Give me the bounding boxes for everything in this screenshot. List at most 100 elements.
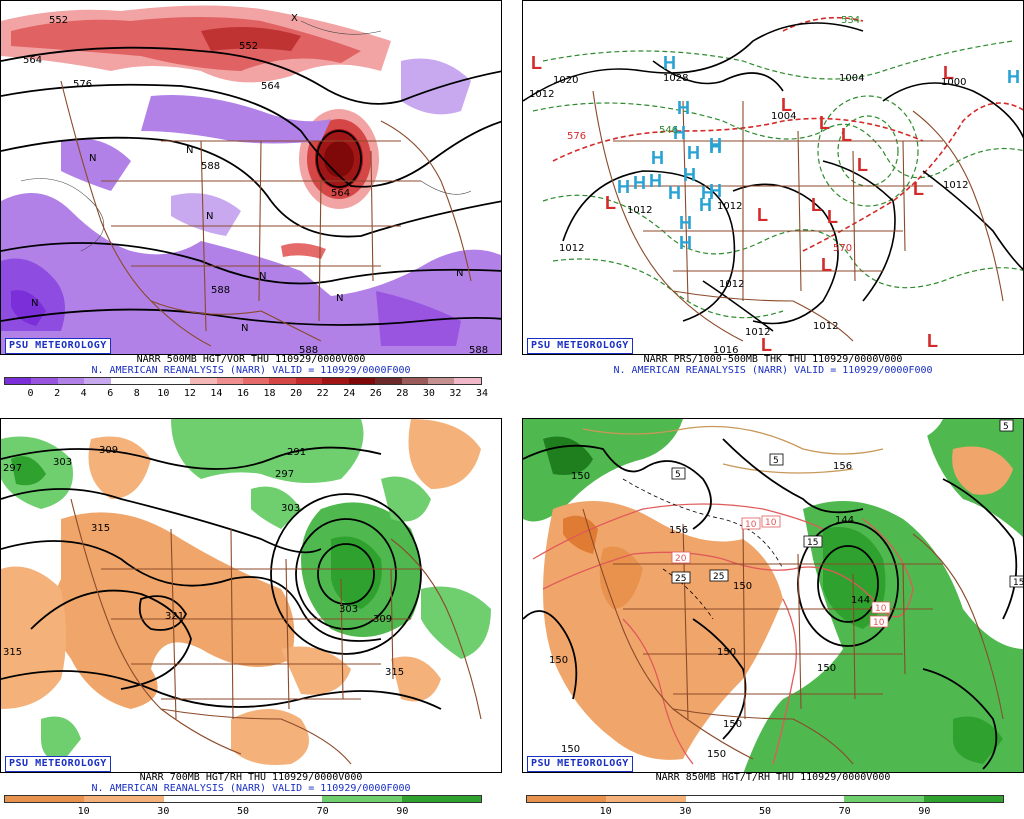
colorbar-swatch (606, 796, 686, 802)
isobar-label: 1012 (559, 243, 584, 254)
colorbar-tick-label: 18 (263, 388, 276, 399)
colorbar-tick-label: 30 (422, 388, 435, 399)
colorbar-swatch (242, 378, 270, 384)
isobar-label: 1012 (529, 89, 554, 100)
colorbar-swatch (685, 796, 765, 802)
colorbar-swatch (401, 796, 481, 802)
height-label: 150 (717, 647, 736, 658)
colorbar-tick-label: 2 (54, 388, 61, 399)
colorbar-tick-label: 0 (27, 388, 34, 399)
high-pressure-marker: H (709, 181, 722, 201)
isobar-label: 1012 (719, 279, 744, 290)
isotherm-label: 10 (765, 518, 777, 528)
chart-title-line2: N. AMERICAN REANALYSIS (NARR) VALID = 11… (613, 365, 933, 376)
isotherm-label: 10 (745, 520, 757, 530)
thickness-label: 534 (841, 15, 860, 26)
isobar-label: 1012 (717, 201, 742, 212)
high-pressure-marker: H (649, 171, 662, 191)
chart-title-line1: NARR 700MB HGT/RH THU 110929/0000V000 (139, 772, 363, 783)
colorbar-tick-label: 22 (316, 388, 329, 399)
low-pressure-marker: L (821, 255, 832, 275)
thickness-label: 576 (567, 131, 586, 142)
isotherm-label: 25 (713, 572, 724, 582)
vort-min-label: N (186, 145, 193, 156)
colorbar-swatch (57, 378, 85, 384)
colorbar-swatch (375, 378, 402, 384)
colorbar-tick-label: 34 (475, 388, 489, 399)
low-pressure-marker: L (531, 53, 542, 73)
vort-min-label: N (259, 271, 266, 282)
vort-min-label: N (31, 298, 38, 309)
high-pressure-marker: H (679, 213, 692, 233)
low-pressure-marker: L (761, 335, 772, 355)
isotherm-label-box (869, 615, 889, 628)
isotherm-label: 25 (675, 574, 686, 584)
height-label: 303 (339, 604, 358, 615)
high-pressure-marker: H (683, 165, 696, 185)
vorticity-colorbar-ticks: 0 2 4 6 8 10 12 14 16 18 20 22 24 26 28 30 32 34 (4, 388, 488, 400)
vort-min-label: N (456, 268, 463, 279)
mslp-map: H H H H H H H H H H H H H H H H H H (523, 15, 1023, 355)
height-label: 297 (3, 463, 22, 474)
isotherm-label: 5 (773, 456, 779, 466)
isobar-label: 1012 (943, 180, 968, 191)
height-label: 150 (561, 744, 580, 755)
isobar-label: 1012 (745, 327, 770, 338)
colorbar-swatch (163, 796, 243, 802)
low-pressure-marker: L (943, 63, 954, 83)
isotherm-label: 15 (1013, 578, 1024, 588)
height-label: 291 (287, 447, 306, 458)
height-label: 309 (373, 614, 392, 625)
chart-title-line1: NARR 500MB HGT/VOR THU 110929/0000V000 (136, 354, 366, 365)
isotherm-label-box (999, 419, 1014, 432)
colorbar-tick-label: 12 (183, 388, 196, 399)
panel-mslp-thickness: H H H H H H H H H H H H H H H H H H (522, 0, 1024, 400)
height-label: 150 (549, 655, 568, 666)
contour-label: 588 (201, 161, 220, 172)
isobar-label: 1020 (553, 75, 578, 86)
colorbar-swatch (454, 378, 481, 384)
height-label: 309 (99, 445, 118, 456)
rh-colorbar (4, 795, 482, 803)
isotherm-label: 15 (807, 538, 818, 548)
colorbar-tick-label: 8 (133, 388, 140, 399)
height-label: 297 (275, 469, 294, 480)
colorbar-tick-label: 90 (396, 806, 409, 817)
height-label: 150 (817, 663, 836, 674)
height-label: 150 (733, 581, 752, 592)
panel-850mb-temp-rh: 150 150 150 150 150 150 144 144 150 156 … (522, 418, 1024, 818)
low-pressure-marker: L (819, 113, 830, 133)
high-pressure-marker: H (677, 98, 690, 118)
colorbar-tick-label: 50 (236, 806, 250, 817)
isotherm-label: 10 (873, 618, 885, 628)
isobar-label: 1000 (941, 77, 966, 88)
low-pressure-marker: L (827, 207, 838, 227)
colorbar-tick-label: 24 (343, 388, 356, 399)
isotherm-label-box (761, 515, 781, 528)
psu-meteorology-badge: PSU METEOROLOGY (527, 338, 633, 354)
colorbar-swatch (295, 378, 323, 384)
vort-min-label: N (241, 323, 248, 334)
height-label: 150 (723, 719, 742, 730)
height-label: 144 (851, 595, 870, 606)
isotherm-label: 20 (675, 554, 687, 564)
colorbar-tick-label: 10 (599, 806, 612, 817)
height-label: 144 (835, 515, 854, 526)
high-pressure-marker: H (679, 233, 692, 253)
psu-meteorology-badge: PSU METEOROLOGY (5, 338, 111, 354)
vort-max-label: X (291, 13, 298, 24)
low-pressure-marker: L (605, 193, 616, 213)
vorticity-colorbar (4, 377, 482, 385)
isotherm-label-box (1009, 575, 1023, 588)
isobar-label: 1004 (839, 73, 864, 84)
colorbar-swatch (844, 796, 924, 802)
height-label: 150 (707, 749, 726, 760)
colorbar-swatch (84, 796, 164, 802)
height-label: 315 (91, 523, 110, 534)
rh700-map: 297 303 309 291 297 303 315 321 303 309 … (1, 419, 491, 765)
low-pressure-marker: L (857, 155, 868, 175)
psu-meteorology-badge: PSU METEOROLOGY (527, 756, 633, 772)
height-label: 321 (165, 611, 184, 622)
isobar-label: 1028 (663, 73, 688, 84)
high-pressure-marker: H (617, 177, 630, 197)
